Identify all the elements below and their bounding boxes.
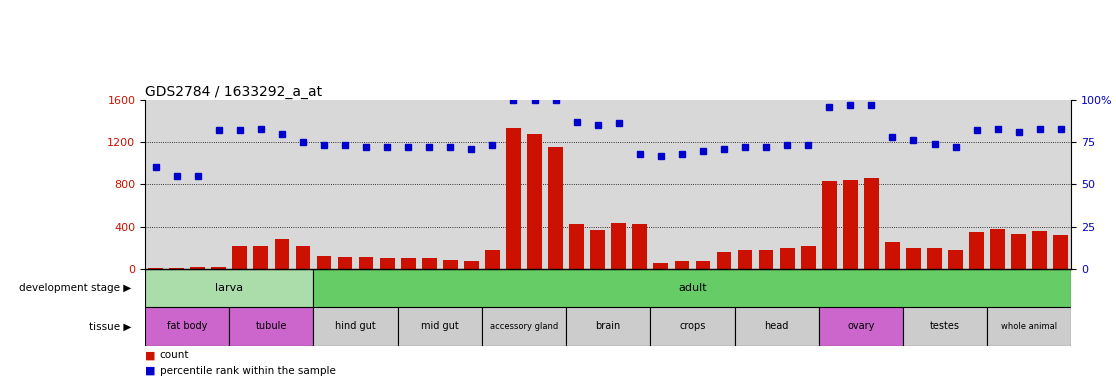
Bar — [314, 307, 397, 346]
Bar — [716, 252, 731, 269]
Bar — [988, 307, 1071, 346]
Bar — [482, 307, 566, 346]
Bar — [548, 147, 562, 269]
Bar — [1054, 235, 1068, 269]
Bar — [422, 258, 436, 269]
Bar — [507, 128, 521, 269]
Bar — [1011, 235, 1026, 269]
Text: ovary: ovary — [847, 321, 875, 331]
Bar — [253, 246, 268, 269]
Bar — [927, 248, 942, 269]
Text: GDS2784 / 1633292_a_at: GDS2784 / 1633292_a_at — [145, 85, 323, 99]
Text: percentile rank within the sample: percentile rank within the sample — [160, 366, 336, 376]
Text: mid gut: mid gut — [421, 321, 459, 331]
Text: accessory gland: accessory gland — [490, 322, 558, 331]
Text: larva: larva — [215, 283, 243, 293]
Bar — [379, 258, 395, 269]
Bar — [990, 229, 1006, 269]
Text: hind gut: hind gut — [335, 321, 376, 331]
Text: count: count — [160, 350, 189, 360]
Bar — [970, 232, 984, 269]
Text: ■: ■ — [145, 350, 155, 360]
Bar — [885, 242, 899, 269]
Bar — [821, 181, 837, 269]
Text: tubule: tubule — [256, 321, 287, 331]
Bar — [633, 224, 647, 269]
Bar — [674, 261, 690, 269]
Bar — [358, 257, 374, 269]
Text: testes: testes — [930, 321, 960, 331]
Bar — [759, 250, 773, 269]
Text: ■: ■ — [145, 366, 155, 376]
Bar — [651, 307, 734, 346]
Bar — [191, 267, 205, 269]
Bar — [819, 307, 903, 346]
Bar — [485, 250, 500, 269]
Text: tissue ▶: tissue ▶ — [89, 321, 132, 331]
Bar — [296, 246, 310, 269]
Bar — [145, 307, 229, 346]
Bar — [145, 269, 314, 307]
Bar — [903, 307, 988, 346]
Bar — [443, 260, 458, 269]
Bar — [527, 134, 542, 269]
Bar — [612, 223, 626, 269]
Bar — [906, 248, 921, 269]
Bar — [397, 307, 482, 346]
Bar — [148, 268, 163, 269]
Bar — [590, 230, 605, 269]
Bar — [1032, 231, 1047, 269]
Text: crops: crops — [680, 321, 705, 331]
Text: brain: brain — [596, 321, 620, 331]
Text: fat body: fat body — [167, 321, 208, 331]
Bar — [843, 180, 858, 269]
Text: head: head — [764, 321, 789, 331]
Bar — [566, 307, 651, 346]
Bar — [314, 269, 1071, 307]
Bar — [317, 256, 331, 269]
Bar — [569, 224, 584, 269]
Bar — [275, 239, 289, 269]
Bar — [232, 246, 247, 269]
Text: development stage ▶: development stage ▶ — [19, 283, 132, 293]
Bar — [695, 261, 710, 269]
Bar — [864, 178, 878, 269]
Bar — [338, 257, 353, 269]
Bar — [229, 307, 314, 346]
Bar — [654, 263, 668, 269]
Bar — [734, 307, 819, 346]
Bar — [949, 250, 963, 269]
Bar — [211, 267, 227, 269]
Bar — [464, 262, 479, 269]
Bar — [780, 248, 795, 269]
Text: whole animal: whole animal — [1001, 322, 1057, 331]
Bar — [738, 250, 752, 269]
Text: adult: adult — [679, 283, 706, 293]
Bar — [170, 268, 184, 269]
Bar — [401, 258, 415, 269]
Bar — [801, 246, 816, 269]
